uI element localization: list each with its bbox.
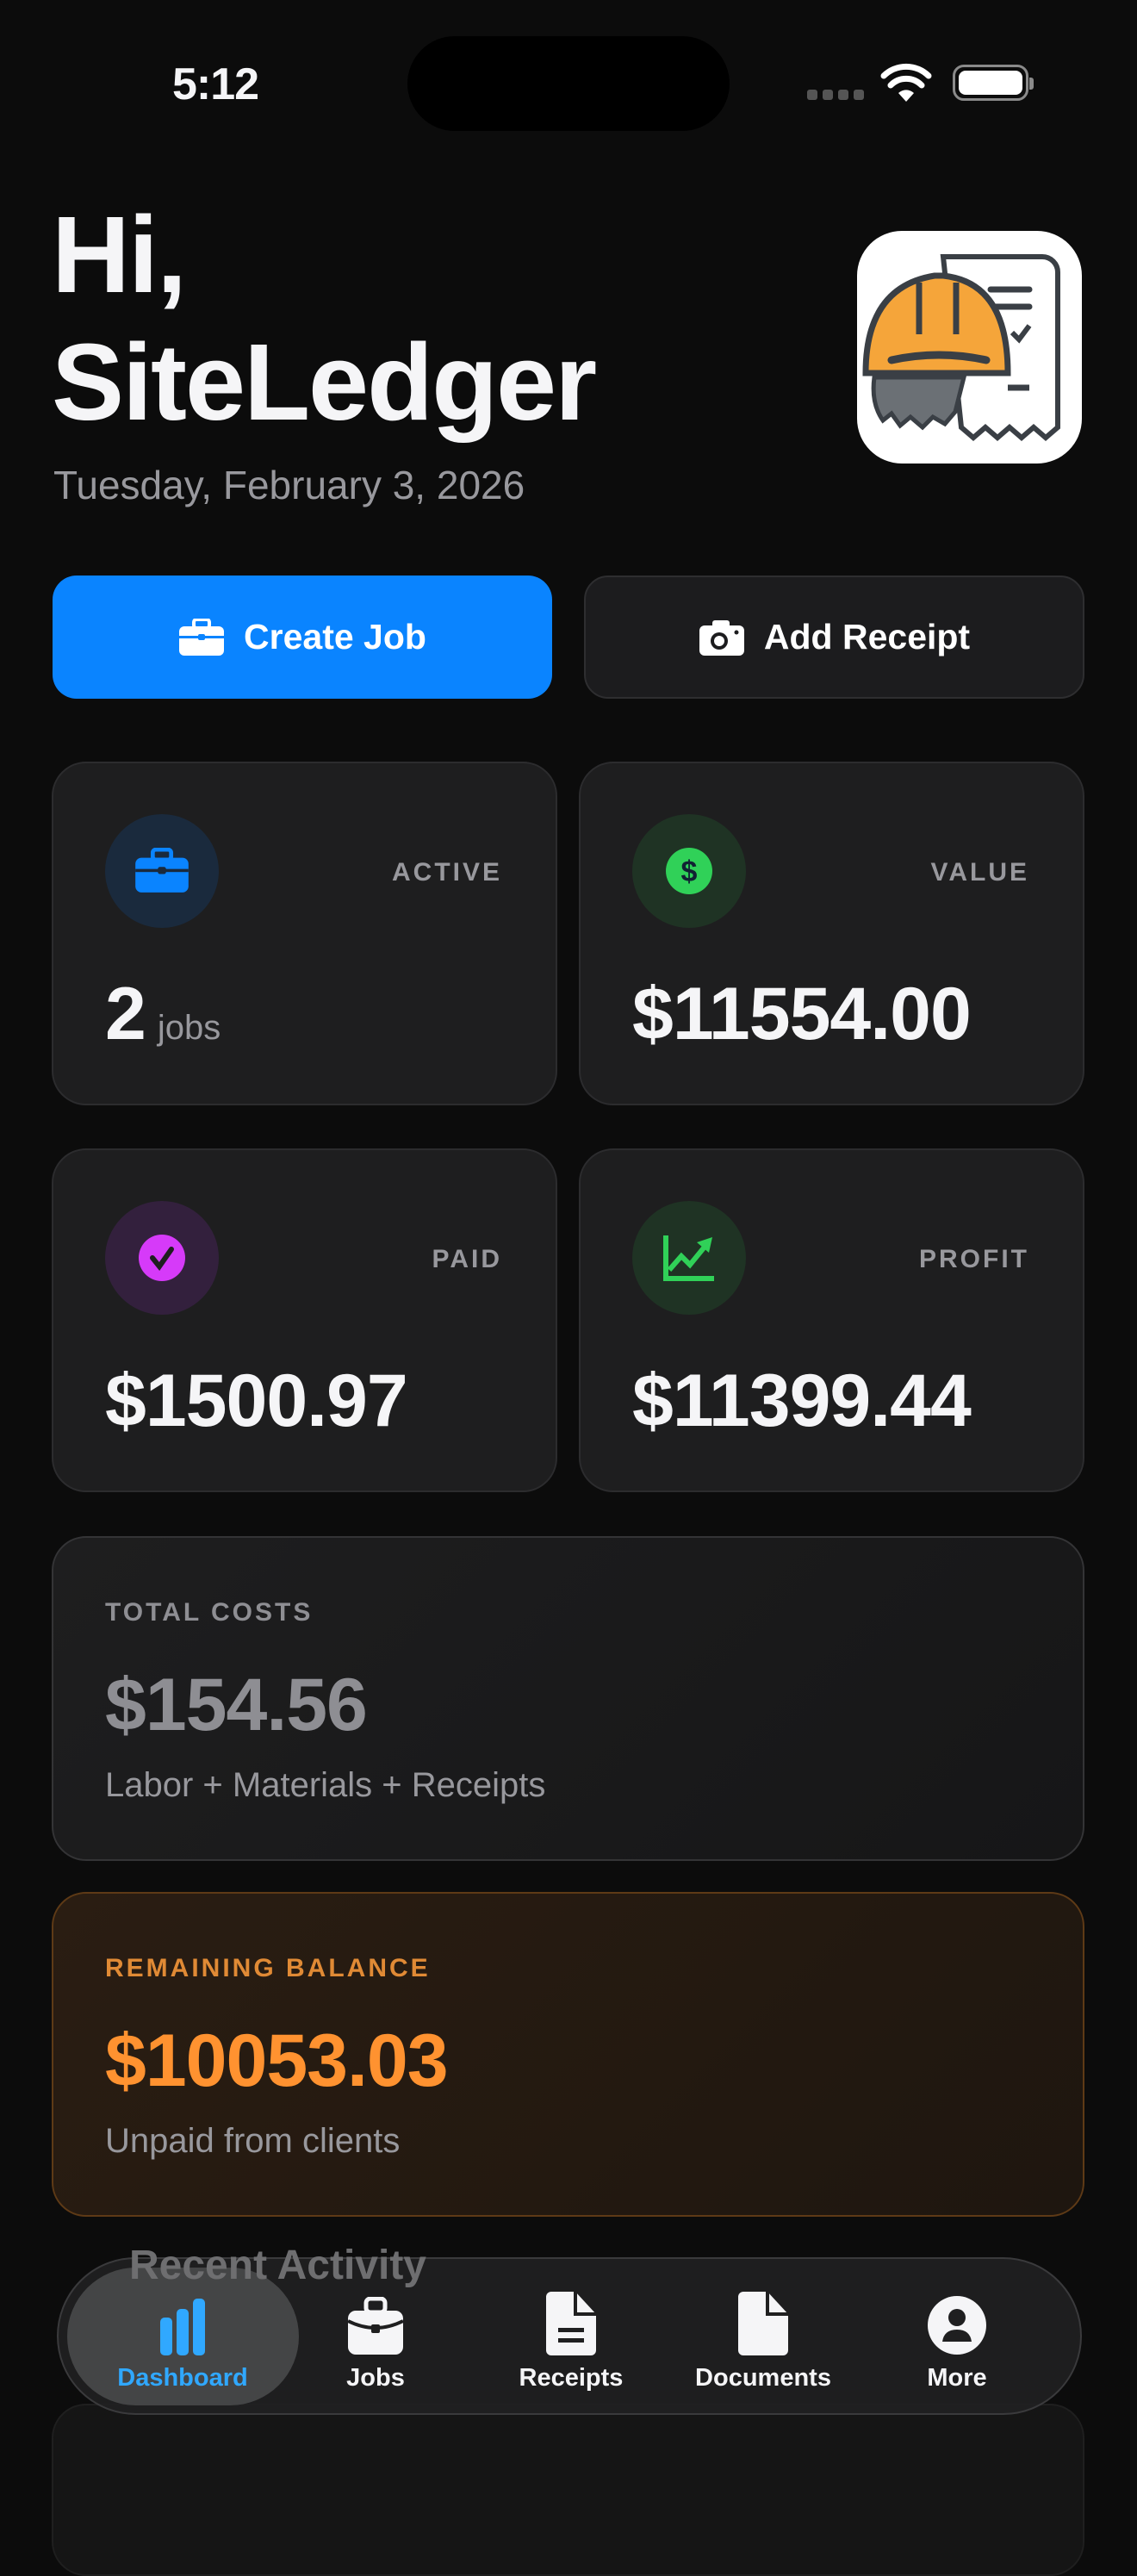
tab-documents[interactable]: Documents [668,2292,858,2410]
stat-unit: jobs [157,1009,221,1047]
stat-value: $1500.97 [105,1360,408,1442]
dollar-circle-icon: $ [632,814,746,928]
greeting-line-1: Hi, [52,194,187,315]
create-job-label: Create Job [244,617,426,656]
tab-bar: Dashboard Jobs Receipts Documents More [57,2257,1082,2415]
status-time: 5:12 [172,59,259,109]
tab-more[interactable]: More [862,2293,1052,2410]
tab-receipts[interactable]: Receipts [476,2292,666,2410]
remaining-balance-subtitle: Unpaid from clients [105,2122,401,2160]
document-icon [738,2292,788,2355]
camera-icon [699,619,744,656]
stat-card-active[interactable]: ACTIVE 2 jobs [52,762,557,1105]
total-costs-value: $154.56 [105,1664,368,1746]
remaining-balance-card[interactable]: REMAINING BALANCE $10053.03 Unpaid from … [52,1892,1084,2217]
stat-label: PAID [432,1245,502,1273]
stat-card-paid[interactable]: PAID $1500.97 [52,1148,557,1492]
wifi-icon [880,63,932,102]
svg-text:$: $ [681,856,698,888]
stat-label: ACTIVE [391,858,502,887]
recent-activity-heading: Recent Activity [129,2243,426,2288]
total-costs-label: TOTAL COSTS [105,1598,314,1627]
remaining-balance-label: REMAINING BALANCE [105,1954,431,1982]
stat-label: PROFIT [919,1245,1029,1273]
battery-icon [953,65,1034,101]
total-costs-subtitle: Labor + Materials + Receipts [105,1766,546,1804]
app-logo[interactable] [857,231,1082,464]
greeting: Hi, SiteLedger [52,191,597,446]
current-date: Tuesday, February 3, 2026 [53,463,525,507]
tab-label: Documents [695,2364,831,2392]
stat-value: $11399.44 [632,1360,972,1442]
receipt-document-icon [546,2292,596,2355]
chart-line-up-icon [632,1201,746,1315]
total-costs-card[interactable]: TOTAL COSTS $154.56 Labor + Materials + … [52,1536,1084,1861]
remaining-balance-value: $10053.03 [105,2019,449,2102]
tab-jobs[interactable]: Jobs [281,2293,470,2410]
stat-label: VALUE [930,858,1029,887]
recent-activity-card [52,2404,1084,2576]
tab-label: Receipts [519,2364,624,2392]
add-receipt-label: Add Receipt [763,617,971,656]
person-circle-icon [928,2296,986,2355]
tab-label: Jobs [346,2364,405,2392]
stat-value: $11554.00 [632,973,972,1055]
briefcase-icon [179,618,225,656]
create-job-button[interactable]: Create Job [53,576,552,699]
stat-card-profit[interactable]: PROFIT $11399.44 [579,1148,1084,1492]
chart-bar-icon [160,2299,205,2355]
tab-label: More [927,2364,987,2392]
tab-label: Dashboard [117,2364,248,2392]
greeting-user-name: SiteLedger [52,321,597,443]
add-receipt-button[interactable]: Add Receipt [584,576,1084,699]
tab-dashboard[interactable]: Dashboard [88,2293,277,2410]
stat-value: 2 jobs [105,977,221,1051]
active-jobs-count: 2 [105,973,146,1055]
hardhat-receipt-logo-icon [862,254,1060,441]
briefcase-icon [105,814,219,928]
cellular-signal-icon [807,90,864,100]
briefcase-icon [347,2297,404,2355]
checkmark-circle-icon [105,1201,219,1315]
dynamic-island [407,36,730,131]
stat-card-value[interactable]: $ VALUE $11554.00 [579,762,1084,1105]
